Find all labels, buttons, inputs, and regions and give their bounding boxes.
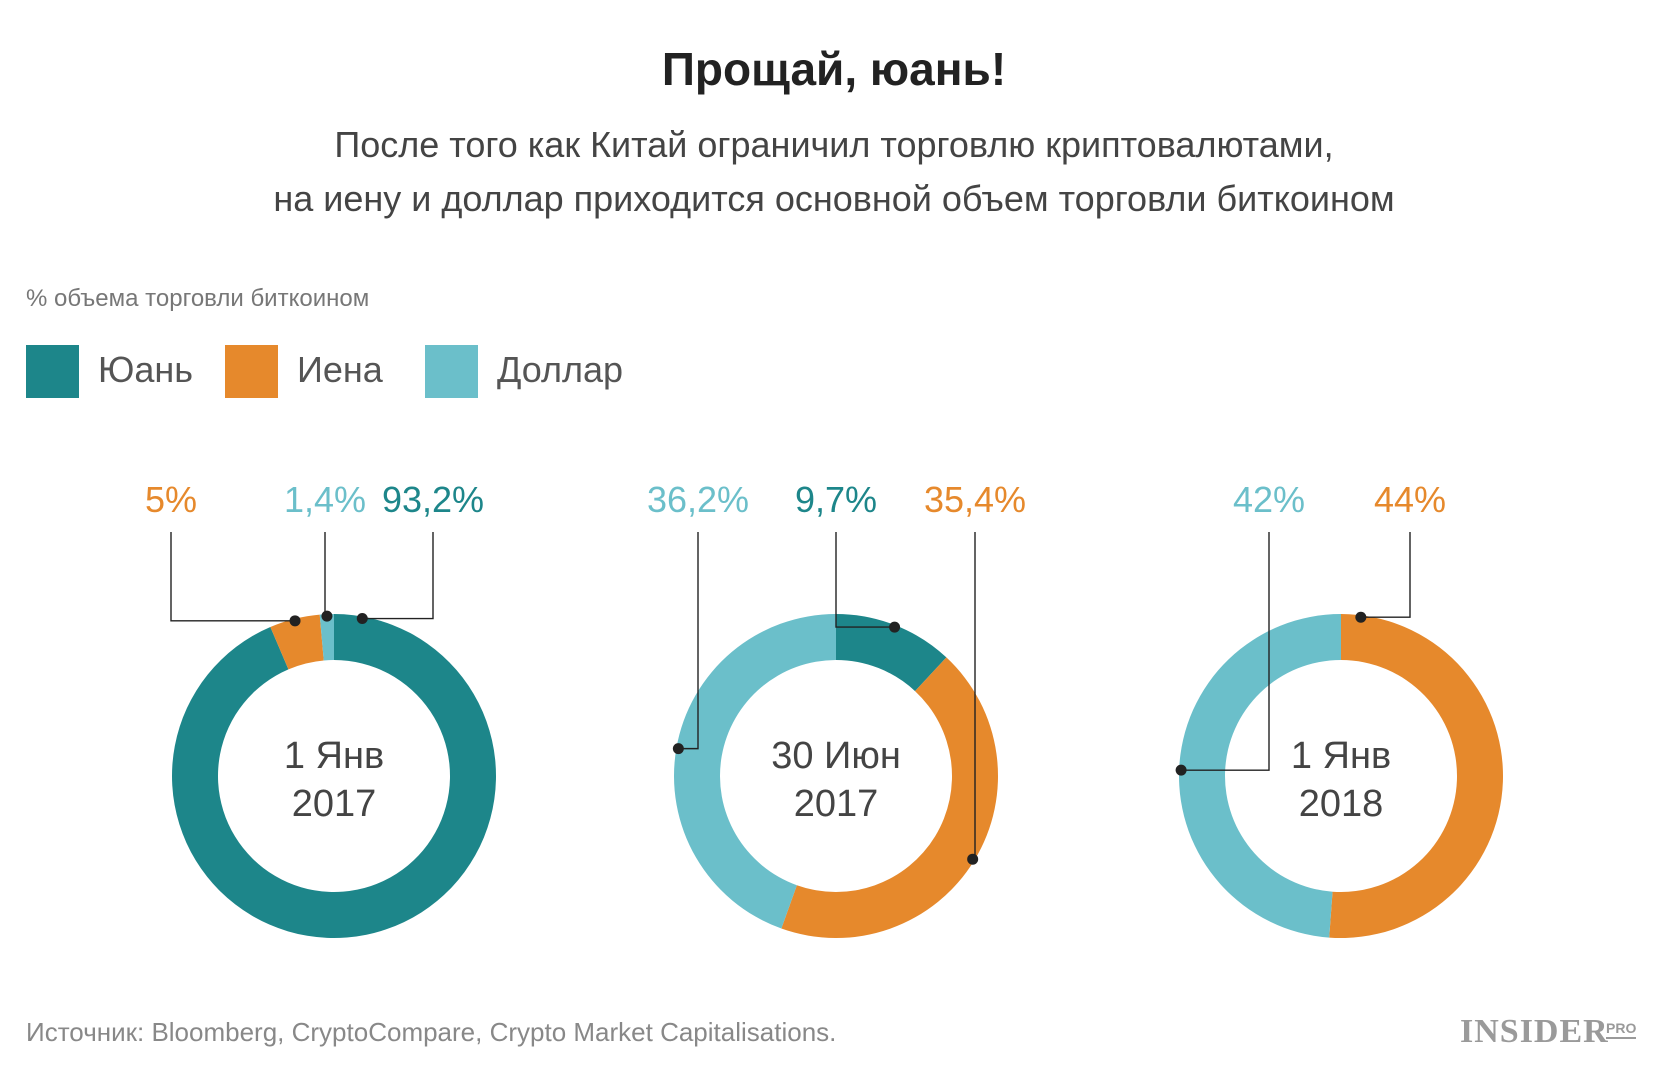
legend-swatch-yen — [225, 345, 278, 398]
chart-subtitle-line-2: на иену и доллар приходится основной объ… — [273, 178, 1395, 219]
donut-slice-yen — [781, 657, 998, 938]
center-label-line-1: 1 Янв — [1291, 735, 1391, 777]
center-label-line-1: 30 Июн — [771, 735, 901, 777]
leader-line-yuan — [835, 532, 895, 628]
center-label-line-2: 2018 — [1299, 783, 1384, 825]
center-label-line-2: 2017 — [292, 783, 377, 825]
leader-dot-dollar — [321, 610, 333, 622]
donut-chart-2: 9,7% 35,4% 36,2% 30 Июн 2017 — [647, 479, 1026, 938]
donut-chart-1: 93,2% 5% 1,4% 1 Янв 2017 — [145, 479, 496, 938]
donut-slice-yen — [270, 614, 324, 670]
donut-chart-3: 44% 42% 1 Янв 2018 — [1175, 479, 1504, 939]
value-label-yen: 5% — [145, 479, 197, 520]
legend-label-yen: Иена — [297, 349, 383, 390]
center-label-line-1: 1 Янв — [284, 735, 384, 777]
center-label-line-2: 2017 — [794, 783, 879, 825]
source-note: Источник: Bloomberg, CryptoCompare, Cryp… — [26, 1017, 837, 1047]
value-label-dollar: 1,4% — [284, 479, 366, 520]
chart-subtitle-line-1: После того как Китай ограничил торговлю … — [334, 124, 1334, 165]
value-label-yuan: 93,2% — [382, 479, 484, 520]
legend-swatch-dollar — [425, 345, 478, 398]
leader-dot-yuan — [356, 613, 368, 625]
unit-label: % объема торговли биткоином — [26, 285, 370, 312]
legend-label-yuan: Юань — [98, 349, 194, 390]
leader-line-yen — [170, 532, 296, 622]
leader-line-yen — [1360, 532, 1411, 618]
leader-dot-dollar — [1175, 764, 1187, 776]
legend-label-dollar: Доллар — [497, 349, 624, 390]
donut-slice-yen — [1329, 614, 1504, 939]
legend-swatch-yuan — [26, 345, 79, 398]
donut-slice-dollar — [1179, 614, 1341, 938]
chart-title: Прощай, юань! — [661, 43, 1007, 95]
brand-logo: INSIDER — [1460, 1013, 1609, 1050]
leader-dot-yen — [289, 615, 301, 627]
donut-slice-dollar — [319, 614, 334, 661]
leader-line-dollar — [1181, 532, 1270, 771]
brand-logo-suffix: PRO — [1606, 1020, 1637, 1039]
leader-dot-yen — [1355, 611, 1367, 623]
value-label-dollar: 36,2% — [647, 479, 749, 520]
value-label-yuan: 9,7% — [795, 479, 877, 520]
leader-dot-dollar — [672, 743, 684, 755]
leader-dot-yen — [967, 853, 979, 865]
donut-slice-dollar — [673, 614, 836, 929]
leader-line-yuan — [362, 532, 434, 620]
value-label-yen: 44% — [1374, 479, 1446, 520]
leader-dot-yuan — [889, 621, 901, 633]
value-label-yen: 35,4% — [924, 479, 1026, 520]
value-label-dollar: 42% — [1233, 479, 1305, 520]
leader-line-dollar — [678, 532, 699, 750]
donut-slice-yuan — [836, 614, 947, 692]
